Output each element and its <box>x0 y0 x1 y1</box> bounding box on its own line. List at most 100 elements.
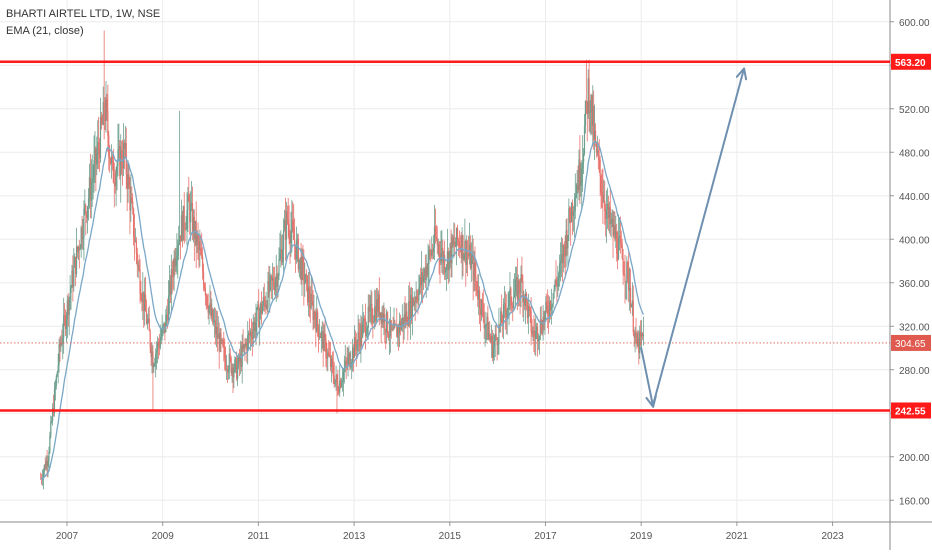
ema-line <box>40 141 644 480</box>
candle-body <box>608 207 610 219</box>
candle-body <box>391 329 393 330</box>
candle-body <box>572 211 575 216</box>
candle-body <box>559 263 561 275</box>
candle-body <box>121 150 123 166</box>
candle-body <box>43 465 45 472</box>
candle-body <box>428 250 430 264</box>
candle-body <box>116 165 118 173</box>
candle-body <box>258 304 260 328</box>
candle-body <box>533 330 535 337</box>
candle-body <box>465 240 467 265</box>
candle-body <box>626 261 628 282</box>
candle-body <box>632 300 634 333</box>
candle-body <box>67 300 69 316</box>
candle-body <box>360 325 362 347</box>
level-price-label: 563.20 <box>895 58 926 69</box>
candle-body <box>77 246 79 252</box>
x-tick-label: 2019 <box>630 531 653 542</box>
candle-body <box>420 277 422 286</box>
candle-body <box>293 227 295 240</box>
candle-body <box>142 291 144 303</box>
candle-body <box>413 301 415 306</box>
candle-body <box>528 306 530 308</box>
candle-body <box>598 158 600 160</box>
candle-body <box>525 293 527 307</box>
candle-body <box>121 165 124 169</box>
candle-body <box>275 274 277 282</box>
candle-body <box>316 311 318 332</box>
candle-body <box>156 350 158 354</box>
candle-body <box>512 306 514 308</box>
candle-body <box>492 346 495 358</box>
candle-body <box>612 219 614 236</box>
candle-body <box>76 246 79 252</box>
candle-body <box>553 289 555 294</box>
candle-body <box>63 315 66 317</box>
last-price-label: 304.65 <box>895 339 926 350</box>
candle-body <box>485 325 487 327</box>
candle-body <box>409 301 411 322</box>
candle-body <box>551 304 553 307</box>
candle-body <box>104 119 106 121</box>
candle-body <box>203 285 206 289</box>
candle-body <box>599 159 601 177</box>
candle-body <box>158 345 160 348</box>
candle-body <box>507 306 509 311</box>
candle-body <box>407 324 409 326</box>
candle-body <box>62 337 64 344</box>
candle-body <box>398 321 401 334</box>
candle-body <box>421 272 424 283</box>
candle-body <box>324 332 326 339</box>
candle-body <box>135 240 137 254</box>
candle-body <box>350 365 352 368</box>
candle-body <box>362 321 364 337</box>
candle-body <box>601 192 603 195</box>
candle-body <box>305 274 307 283</box>
x-tick-label: 2007 <box>56 531 79 542</box>
candle-body <box>204 288 206 296</box>
candle-body <box>154 363 156 366</box>
candle-body <box>488 333 490 340</box>
candle-body <box>124 142 126 150</box>
candle-body <box>347 357 349 365</box>
candle-body <box>539 319 541 336</box>
candle-body <box>442 247 444 263</box>
candle-body <box>583 125 586 154</box>
candle-body <box>74 256 76 268</box>
candle-body <box>481 299 483 305</box>
candle-body <box>463 255 465 260</box>
candle-body <box>110 158 112 164</box>
candle-body <box>50 421 52 436</box>
candle-body <box>591 95 593 126</box>
candle-body <box>484 325 486 329</box>
candle-body <box>367 306 369 328</box>
candle-body <box>196 235 198 246</box>
candle-body <box>271 275 273 281</box>
candle-body <box>519 291 521 294</box>
candle-body <box>191 202 194 234</box>
candle-body <box>101 123 103 125</box>
candle-body <box>396 324 398 338</box>
candle-body <box>605 211 607 219</box>
candle-body <box>303 262 305 285</box>
candle-body <box>355 345 357 351</box>
candle-body <box>271 278 274 281</box>
candle-body <box>266 304 268 309</box>
candle-body <box>500 311 502 326</box>
candle-body <box>586 102 588 115</box>
candle-body <box>290 231 292 244</box>
candle-body <box>588 78 590 113</box>
candle-body <box>177 245 179 257</box>
candle-body <box>122 143 125 169</box>
candle-body <box>96 154 98 165</box>
candle-body <box>605 209 608 219</box>
candle-body <box>372 321 374 323</box>
candle-body <box>450 243 452 264</box>
candle-body <box>386 312 389 335</box>
candle-body <box>414 301 416 303</box>
candle-body <box>592 106 594 126</box>
candle-body <box>536 326 539 342</box>
candle-body <box>454 241 456 247</box>
